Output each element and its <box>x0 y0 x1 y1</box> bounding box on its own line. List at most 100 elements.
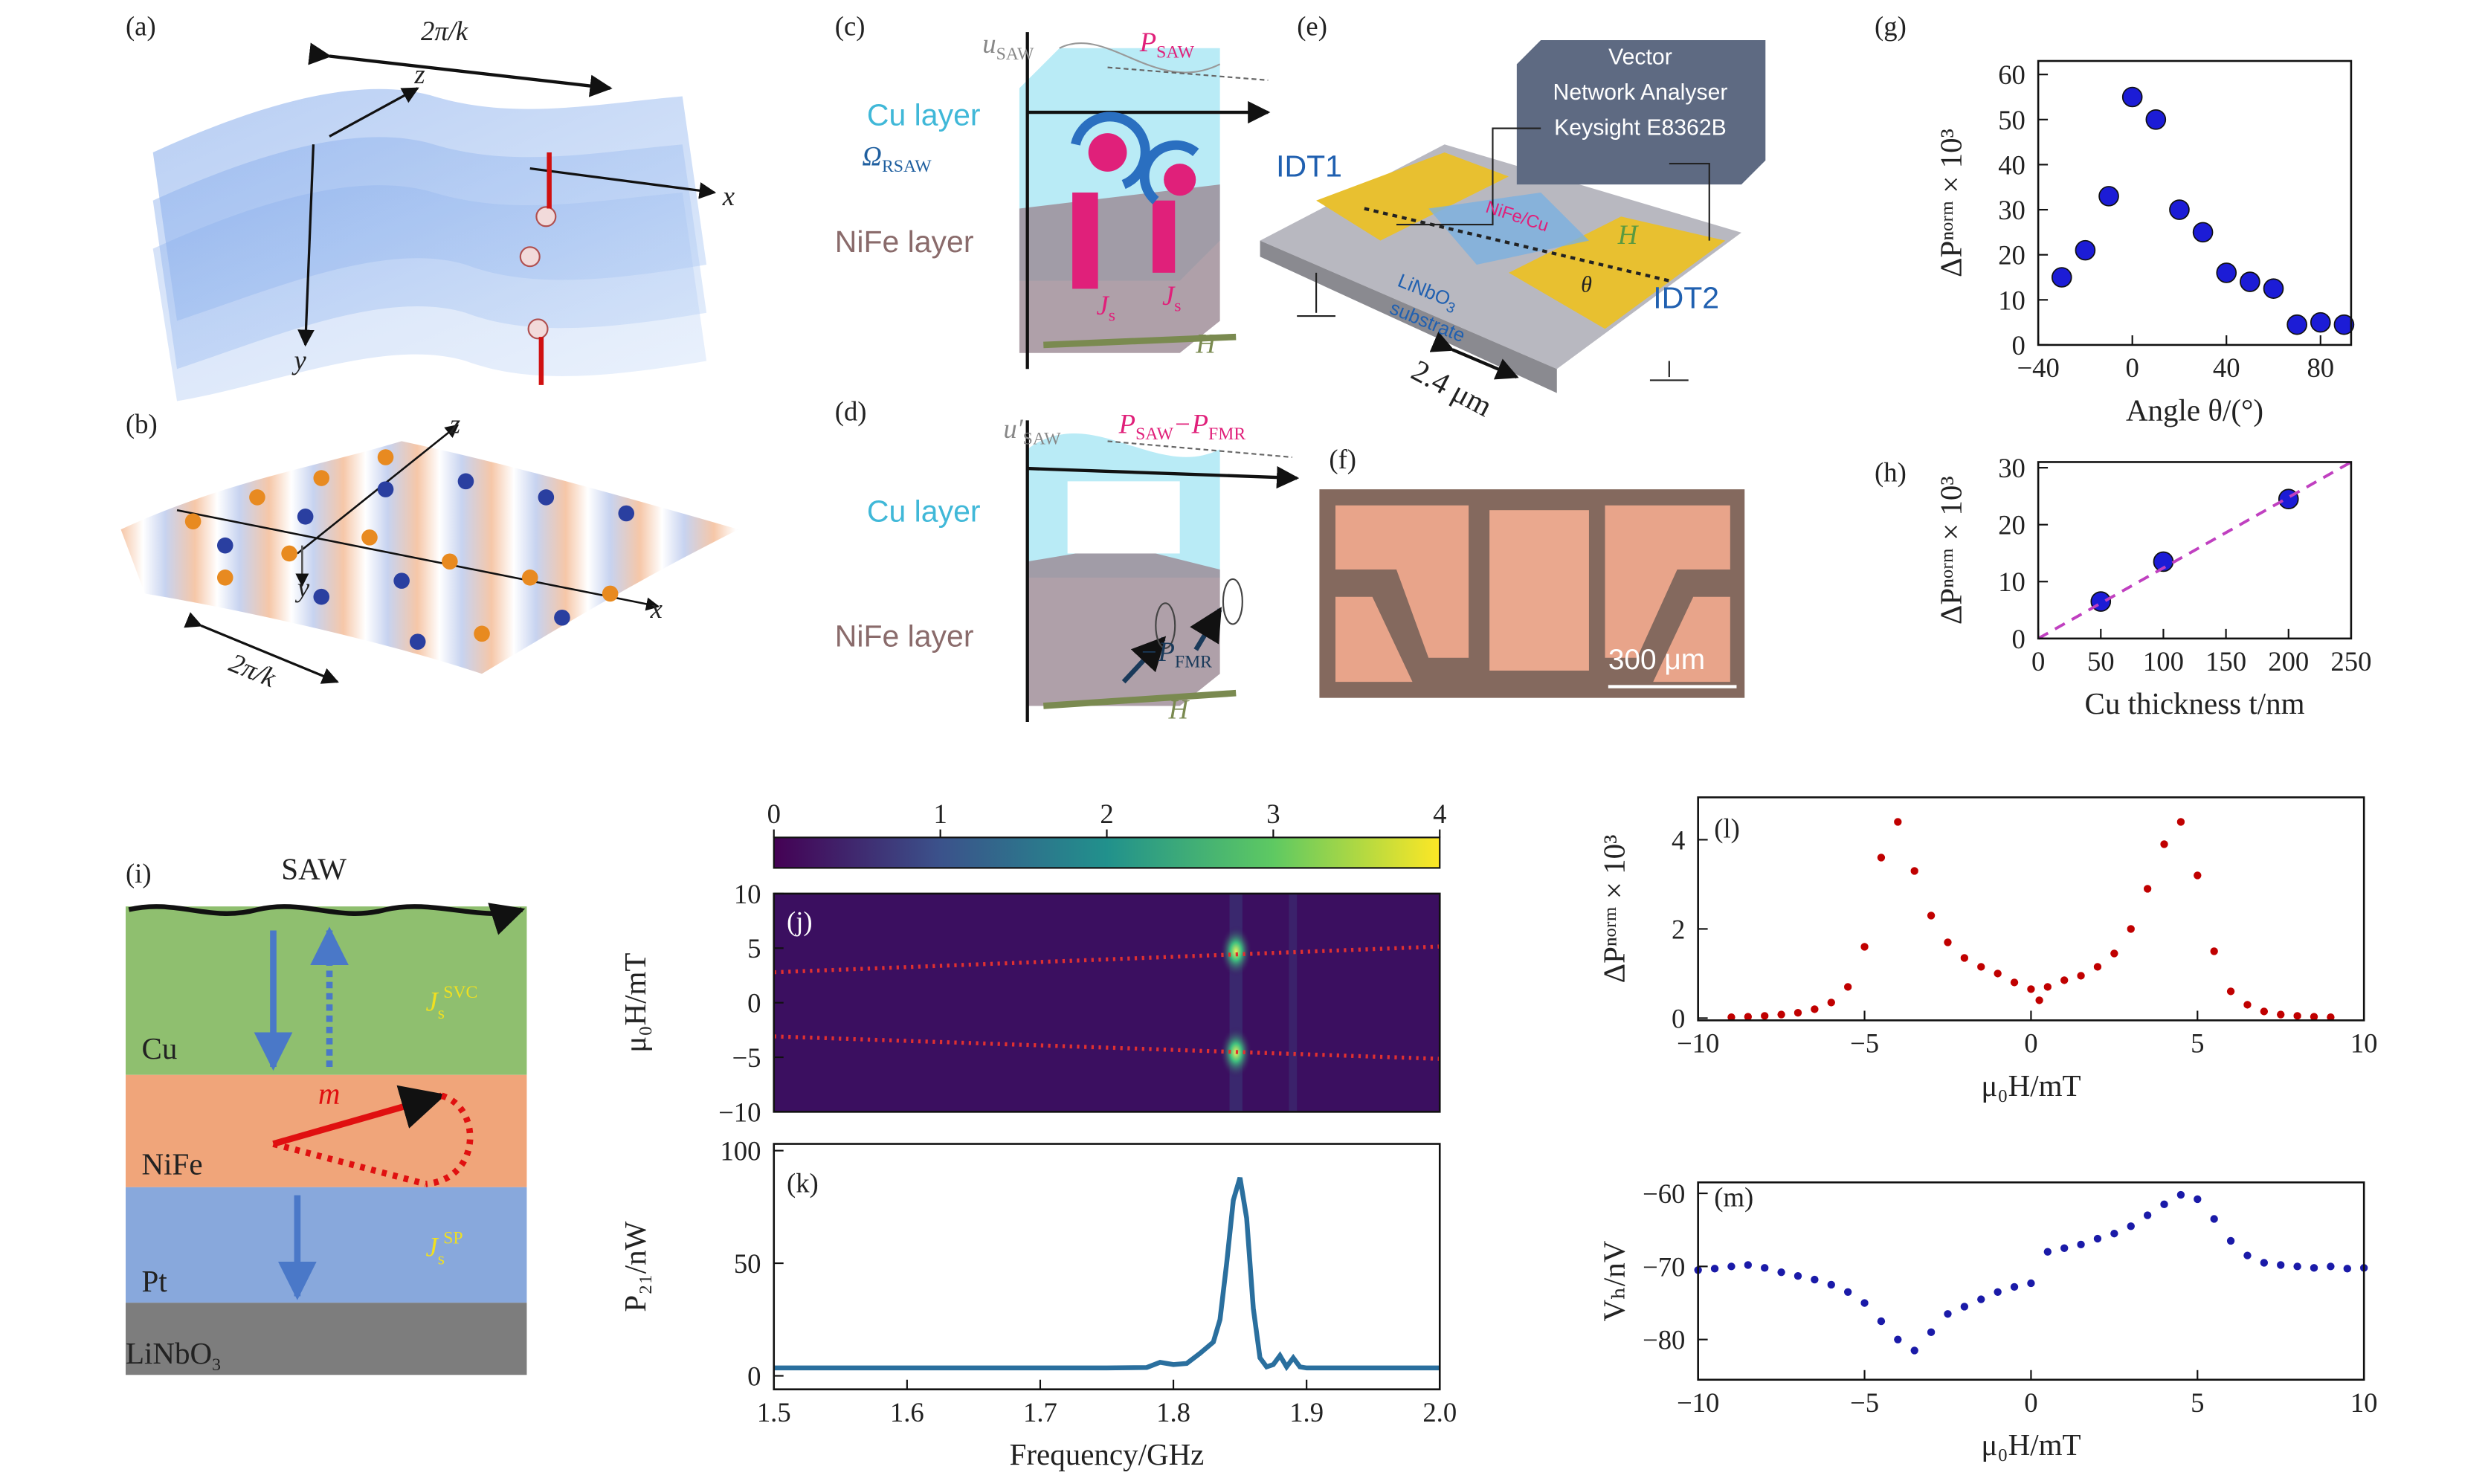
data-point <box>1811 1275 1819 1284</box>
panel-b-drawing <box>120 424 739 684</box>
data-point <box>1994 970 2002 978</box>
label: uSAW <box>982 28 1034 64</box>
data-point <box>1894 1335 1902 1343</box>
y-axis-label: P₂₁/nW <box>618 1221 652 1312</box>
label: SAW <box>281 851 347 885</box>
label-sub: SAW <box>1023 430 1061 449</box>
data-point <box>1944 938 1952 946</box>
data-point <box>2293 1012 2301 1020</box>
data-point <box>1827 1280 1835 1289</box>
x-tick-label: 250 <box>2330 646 2371 677</box>
label-sub: FMR <box>1208 425 1245 444</box>
label-sub: FMR <box>1175 653 1212 672</box>
x-tick-label: 100 <box>2143 646 2184 677</box>
y-tick-label: 10 <box>734 879 761 909</box>
label: −PFMR <box>1140 636 1212 672</box>
data-point <box>1794 1009 1802 1017</box>
axis-name: z <box>449 409 460 439</box>
label: H <box>1168 694 1190 725</box>
panel-tag: (i) <box>126 858 152 888</box>
label: Js <box>1162 280 1182 316</box>
label-main: P <box>1118 409 1135 439</box>
data-point <box>1960 954 1969 962</box>
y-tick-label: 0 <box>747 988 761 1019</box>
label: θ <box>1581 272 1592 297</box>
data-point <box>2143 1211 2152 1219</box>
label: NiFe layer <box>835 619 974 654</box>
x-tick-label: −10 <box>1677 1387 1719 1418</box>
data-point <box>2098 186 2119 207</box>
label: u′SAW <box>1003 413 1061 449</box>
x-tick-label: −10 <box>1677 1028 1719 1059</box>
panel-tag: (e) <box>1297 10 1327 41</box>
x-tick-label: 10 <box>2350 1028 2378 1059</box>
data-point <box>2051 267 2072 288</box>
data-point <box>2077 1240 2085 1249</box>
label: Keysight E8362B <box>1554 115 1727 140</box>
colorbar-tick-label: 1 <box>933 799 947 829</box>
y-tick-label: 0 <box>1672 1003 1685 1033</box>
data-line <box>773 1177 1440 1372</box>
panel-tag: (g) <box>1875 10 1907 41</box>
label: Vector <box>1608 45 1672 69</box>
colorbar-tick-label: 0 <box>767 799 781 829</box>
data-point <box>1977 963 1985 971</box>
data-point <box>2060 1244 2069 1252</box>
x-tick-label: 10 <box>2350 1387 2378 1418</box>
x-tick-label: 5 <box>2191 1387 2204 1418</box>
label-sub: s <box>438 1004 445 1023</box>
data-point <box>1860 1299 1869 1307</box>
panel-tag: (h) <box>1875 457 1907 487</box>
data-point <box>2210 947 2218 955</box>
panel-tag: (b) <box>126 409 158 439</box>
label-sub: SAW <box>1135 425 1173 444</box>
x-axis-label: Angle θ/(°) <box>2126 393 2263 427</box>
y-tick-label: −5 <box>732 1042 761 1073</box>
label: Pt <box>142 1264 168 1298</box>
label-main: J <box>426 986 439 1016</box>
panel-d-drawing <box>1025 420 1300 723</box>
label-main: J <box>1162 280 1176 311</box>
x-tick-label: 1.5 <box>757 1397 791 1427</box>
data-point <box>1811 1005 1819 1013</box>
data-point <box>2277 1261 2285 1269</box>
data-point <box>1777 1010 1785 1019</box>
label: Js SVC <box>426 983 478 1023</box>
panel-c-drawing <box>1019 32 1271 370</box>
label-main: Ω <box>862 141 882 171</box>
y-tick-label: 0 <box>2012 624 2025 654</box>
x-tick-label: 0 <box>2024 1028 2037 1059</box>
data-point <box>2263 278 2284 299</box>
colorbar-tick-label: 3 <box>1266 799 1280 829</box>
panel-tag: (a) <box>126 10 156 41</box>
data-point <box>1910 867 1918 875</box>
colorbar <box>773 836 1441 869</box>
label: Cu layer <box>867 494 981 528</box>
label: LiNbO3 <box>126 1336 221 1375</box>
x-tick-label: −40 <box>2017 352 2059 383</box>
data-point <box>2077 972 2085 980</box>
label-main: LiNbO <box>126 1336 212 1370</box>
label: Cu layer <box>867 97 981 132</box>
data-point <box>1794 1271 1802 1280</box>
data-point <box>2093 1234 2102 1243</box>
x-tick-label: −5 <box>1850 1028 1879 1059</box>
axes-frame <box>773 1143 1441 1390</box>
label: 300 μm <box>1608 644 1705 676</box>
label: IDT2 <box>1653 280 1719 314</box>
data-point <box>1877 1317 1886 1326</box>
data-point <box>2226 987 2235 996</box>
x-tick-label: 150 <box>2205 646 2246 677</box>
label: H <box>1195 329 1217 359</box>
data-point <box>2145 109 2167 130</box>
y-tick-label: 4 <box>1672 825 1685 855</box>
panel-tag: (c) <box>835 10 866 41</box>
label: m <box>318 1077 341 1111</box>
data-point <box>1777 1268 1785 1277</box>
chart: 0 50 100 150 200 250 0 10 20 30 Cu thickness t/nm Δ… <box>1875 453 2371 720</box>
y-tick-label: 100 <box>720 1136 761 1167</box>
label-main: −P <box>1173 409 1208 439</box>
axes-frame <box>2037 59 2353 346</box>
label: ΩRSAW <box>862 141 932 176</box>
